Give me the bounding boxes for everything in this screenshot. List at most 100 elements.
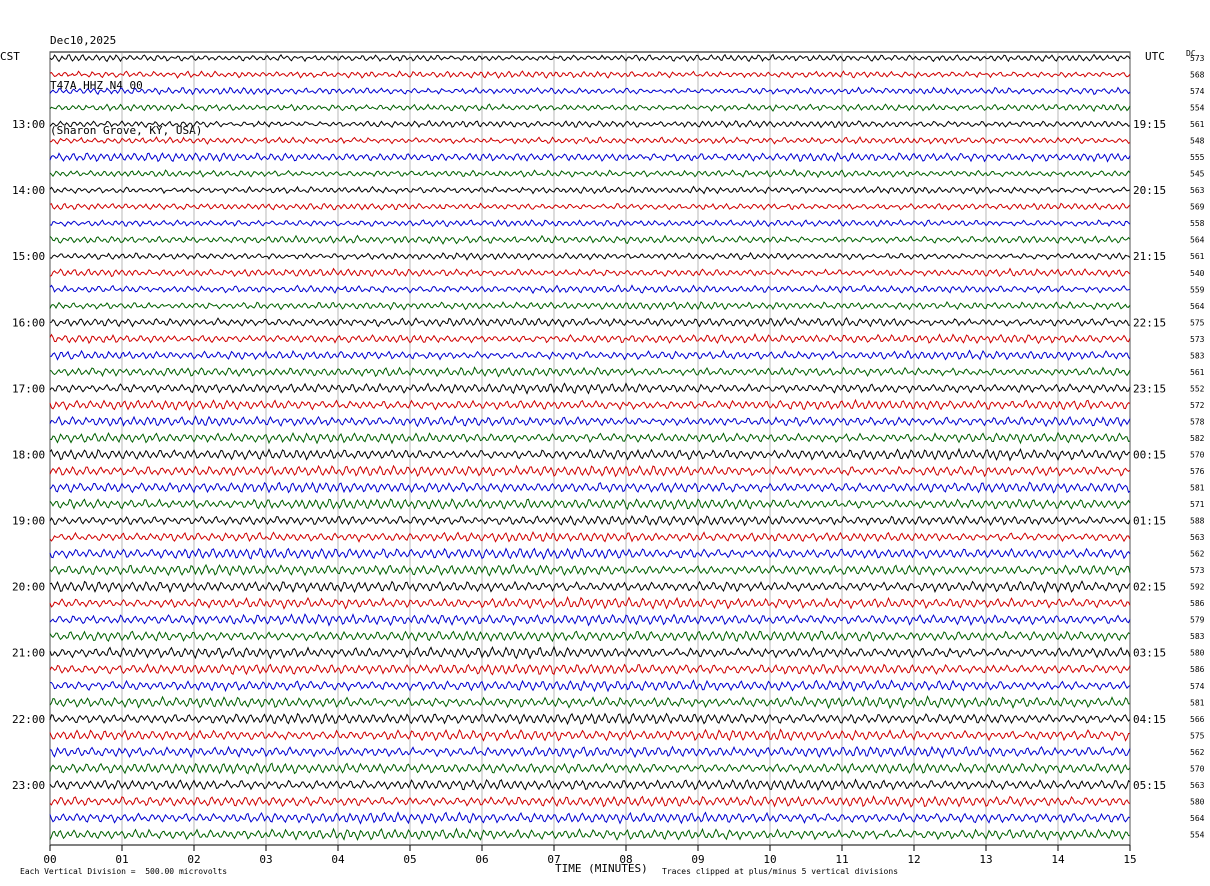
right-timezone-label: UTC bbox=[1145, 50, 1165, 63]
x-tick-label: 03 bbox=[259, 853, 272, 866]
right-hour-label: 23:15 bbox=[1133, 382, 1166, 395]
seismogram-trace bbox=[49, 103, 1131, 113]
seismogram-trace bbox=[49, 530, 1131, 543]
right-hour-label: 22:15 bbox=[1133, 316, 1166, 329]
x-tick-label: 06 bbox=[475, 853, 488, 866]
x-tick-label: 15 bbox=[1123, 853, 1136, 866]
left-hour-label: 17:00 bbox=[12, 382, 45, 395]
seismogram-trace bbox=[49, 86, 1131, 96]
seismogram-trace bbox=[49, 415, 1131, 428]
seismogram-trace bbox=[49, 580, 1131, 594]
right-hour-label: 05:15 bbox=[1133, 779, 1166, 792]
right-hour-label: 20:15 bbox=[1133, 184, 1166, 197]
right-hour-label: 01:15 bbox=[1133, 515, 1166, 528]
dc-offset-value: 569 bbox=[1190, 203, 1205, 212]
seismogram-trace bbox=[49, 234, 1131, 245]
seismogram-trace bbox=[49, 645, 1131, 660]
x-tick-label: 14 bbox=[1051, 853, 1065, 866]
dc-offset-value: 575 bbox=[1190, 318, 1205, 327]
dc-offset-value: 554 bbox=[1190, 104, 1205, 113]
dc-offset-value: 566 bbox=[1190, 715, 1205, 724]
dc-offset-value: 548 bbox=[1190, 137, 1205, 146]
dc-offset-value: 573 bbox=[1190, 335, 1205, 344]
x-tick-label: 12 bbox=[907, 853, 920, 866]
dc-offset-value: 561 bbox=[1190, 368, 1205, 377]
dc-offset-value: 559 bbox=[1190, 285, 1205, 294]
dc-offset-value: 573 bbox=[1190, 54, 1205, 63]
dc-offset-value: 586 bbox=[1190, 599, 1205, 608]
seismogram-trace bbox=[49, 547, 1131, 560]
seismogram-trace bbox=[49, 185, 1131, 195]
dc-offset-value: 552 bbox=[1190, 384, 1205, 393]
seismogram-trace bbox=[49, 152, 1131, 163]
x-tick-label: 10 bbox=[763, 853, 776, 866]
dc-offset-value: 563 bbox=[1190, 186, 1205, 195]
dc-offset-value: 561 bbox=[1190, 252, 1205, 261]
x-tick-label: 07 bbox=[547, 853, 560, 866]
dc-offset-value: 562 bbox=[1190, 748, 1205, 757]
dc-offset-value: 580 bbox=[1190, 649, 1205, 658]
seismogram-trace bbox=[49, 333, 1131, 345]
left-hour-label: 20:00 bbox=[12, 581, 45, 594]
dc-offset-value: 562 bbox=[1190, 550, 1205, 559]
x-tick-label: 13 bbox=[979, 853, 992, 866]
seismogram-trace bbox=[49, 745, 1131, 759]
dc-offset-value: 545 bbox=[1190, 170, 1205, 179]
seismogram-trace bbox=[49, 431, 1131, 445]
seismogram-trace bbox=[49, 284, 1131, 295]
dc-offset-value: 564 bbox=[1190, 302, 1205, 311]
seismogram-trace bbox=[49, 218, 1131, 228]
seismogram-trace bbox=[49, 317, 1131, 328]
seismogram-trace bbox=[49, 827, 1131, 842]
left-hour-label: 14:00 bbox=[12, 184, 45, 197]
dc-offset-value: 554 bbox=[1190, 830, 1205, 839]
seismogram-trace bbox=[49, 481, 1131, 494]
dc-offset-value: 582 bbox=[1190, 434, 1205, 443]
scale-note: Each Vertical Division = 500.00 microvol… bbox=[20, 867, 228, 876]
seismogram-trace bbox=[49, 811, 1131, 825]
x-tick-label: 04 bbox=[331, 853, 345, 866]
seismogram-trace bbox=[50, 679, 1131, 693]
x-tick-label: 09 bbox=[691, 853, 704, 866]
dc-offset-value: 581 bbox=[1190, 698, 1205, 707]
dc-offset-value: 573 bbox=[1190, 566, 1205, 575]
dc-offset-value: 570 bbox=[1190, 450, 1205, 459]
left-hour-label: 21:00 bbox=[12, 647, 45, 660]
seismogram-trace bbox=[49, 613, 1131, 627]
dc-offset-value: 586 bbox=[1190, 665, 1205, 674]
x-tick-label: 02 bbox=[187, 853, 200, 866]
dc-offset-value: 570 bbox=[1190, 764, 1205, 773]
right-hour-label: 21:15 bbox=[1133, 250, 1166, 263]
dc-offset-value: 563 bbox=[1190, 781, 1205, 790]
seismogram-trace bbox=[49, 595, 1131, 610]
seismogram-trace bbox=[49, 168, 1131, 179]
seismogram-trace bbox=[49, 778, 1131, 792]
x-tick-label: 11 bbox=[835, 853, 848, 866]
plot-header: Dec10,2025 T47A HHZ N4 00 (Sharon Grove,… bbox=[50, 3, 202, 153]
dc-offset-value: 564 bbox=[1190, 814, 1205, 823]
seismogram-trace bbox=[49, 136, 1131, 145]
seismogram-trace bbox=[50, 349, 1131, 361]
seismogram-trace bbox=[49, 301, 1131, 311]
dc-offset-value: 558 bbox=[1190, 219, 1205, 228]
clip-note: Traces clipped at plus/minus 5 vertical … bbox=[662, 867, 899, 876]
dc-offset-value: 575 bbox=[1190, 731, 1205, 740]
left-hour-label: 23:00 bbox=[12, 779, 45, 792]
dc-offset-value: 568 bbox=[1190, 71, 1205, 80]
dc-offset-value: 561 bbox=[1190, 120, 1205, 129]
seismogram-trace bbox=[49, 202, 1131, 211]
dc-offset-value: 588 bbox=[1190, 517, 1205, 526]
x-tick-label: 05 bbox=[403, 853, 416, 866]
dc-offset-value: 592 bbox=[1190, 583, 1205, 592]
dc-offset-value: 563 bbox=[1190, 533, 1205, 542]
right-hour-label: 19:15 bbox=[1133, 118, 1166, 131]
seismogram-trace bbox=[49, 795, 1131, 808]
dc-offset-value: 574 bbox=[1190, 682, 1205, 691]
dc-offset-value: 578 bbox=[1190, 417, 1205, 426]
x-axis-title: TIME (MINUTES) bbox=[555, 862, 648, 875]
dc-offset-value: 581 bbox=[1190, 484, 1205, 493]
dc-offset-value: 540 bbox=[1190, 269, 1205, 278]
x-tick-label: 00 bbox=[43, 853, 56, 866]
seismogram-trace bbox=[49, 366, 1131, 378]
